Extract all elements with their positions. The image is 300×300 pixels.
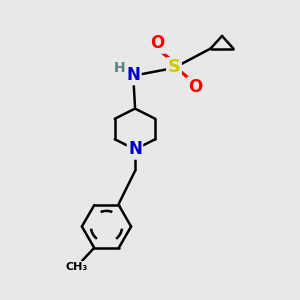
Text: CH₃: CH₃: [65, 262, 87, 272]
Text: O: O: [188, 78, 202, 96]
Text: N: N: [128, 140, 142, 158]
Text: N: N: [127, 66, 140, 84]
Text: H: H: [114, 61, 126, 74]
Text: S: S: [167, 58, 181, 76]
Text: O: O: [150, 34, 165, 52]
